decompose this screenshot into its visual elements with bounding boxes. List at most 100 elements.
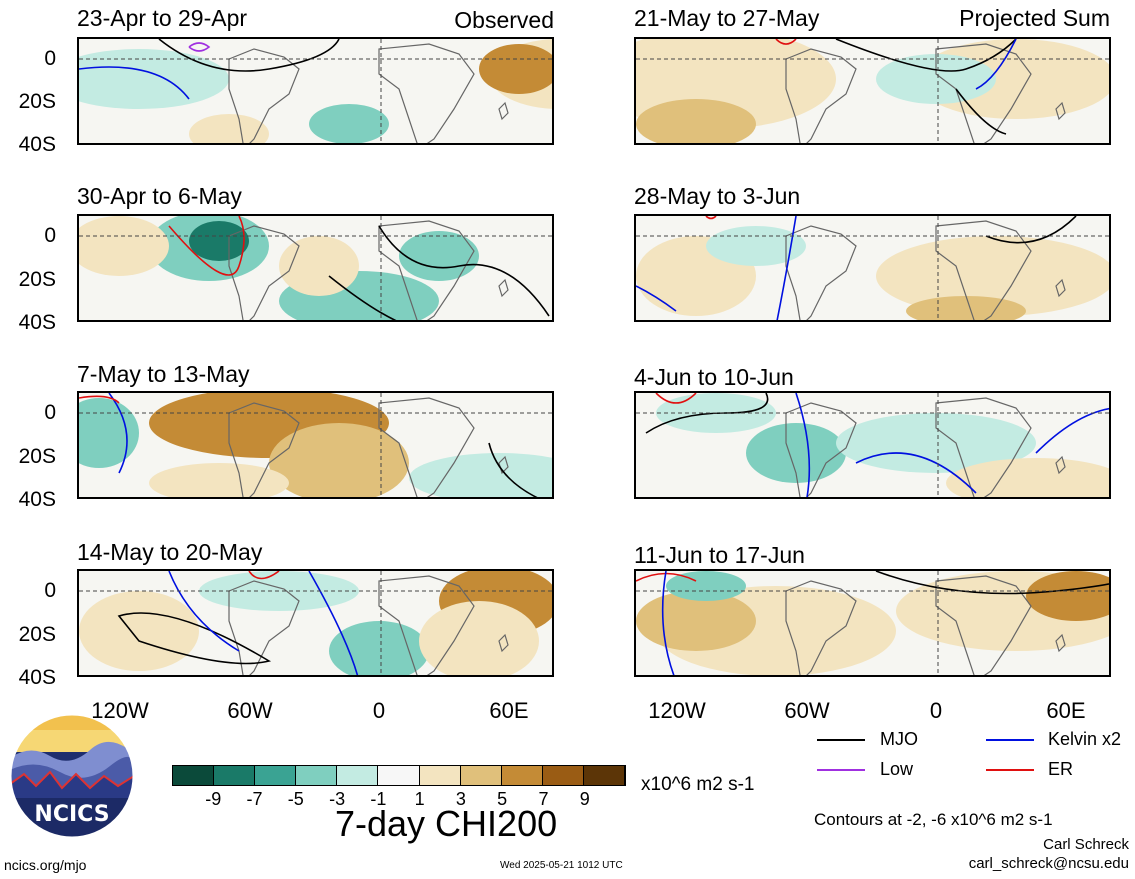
coastline xyxy=(378,220,475,320)
coastline xyxy=(498,278,509,298)
kelvin-legend-label: Kelvin x2 xyxy=(1048,729,1122,749)
coastline xyxy=(935,43,1032,143)
anomaly-region xyxy=(706,226,806,266)
er-legend-label: ER xyxy=(1048,759,1074,779)
contour-line xyxy=(117,612,272,665)
anomaly-region xyxy=(746,423,846,483)
contour-line xyxy=(108,393,128,474)
coastline xyxy=(378,43,475,143)
low-legend-line xyxy=(817,769,865,771)
x-tick-label: 120W xyxy=(91,698,149,723)
colorbar-swatch xyxy=(542,766,584,785)
contour-note: Contours at -2, -6 x10^6 m2 s-1 xyxy=(814,810,1053,829)
contour-line xyxy=(776,216,797,320)
map-panel xyxy=(634,214,1111,322)
coastline xyxy=(935,397,1032,497)
colorbar-tick-label: 9 xyxy=(579,789,590,809)
colorbar-swatch xyxy=(583,766,626,785)
colorbar-tick-label: -9 xyxy=(205,789,222,809)
contour-line xyxy=(835,39,1017,72)
er-legend-line xyxy=(986,769,1034,771)
x-tick-label: 60W xyxy=(227,698,273,723)
coastline xyxy=(1055,455,1066,475)
kelvin-legend-line xyxy=(986,739,1034,741)
contour-line xyxy=(661,571,675,675)
coastline xyxy=(228,48,300,143)
coastline xyxy=(498,101,509,121)
mjo-legend-label: MJO xyxy=(880,729,918,749)
y-tick-label: 20S xyxy=(18,623,56,646)
coastline xyxy=(228,402,300,497)
x-tick-label: 60E xyxy=(489,698,529,723)
coastline xyxy=(1055,633,1066,653)
author-name: Carl Schreck xyxy=(1043,836,1129,853)
y-tick-label: 40S xyxy=(18,666,56,689)
ncics-logo: NCICS xyxy=(10,714,134,838)
colorbar-swatch xyxy=(173,766,215,785)
colorbar-units: x10^6 m2 s-1 xyxy=(641,774,755,795)
contour-line xyxy=(795,393,811,497)
y-tick-label: 0 xyxy=(44,401,56,424)
x-tick-label: 0 xyxy=(372,698,386,723)
anomaly-region xyxy=(906,296,1026,320)
anomaly-region xyxy=(479,44,552,94)
coastline xyxy=(935,220,1032,320)
colorbar-tick-label: -1 xyxy=(370,789,387,809)
anomaly-region xyxy=(409,453,552,497)
contour-line xyxy=(655,393,697,404)
coastline xyxy=(228,580,300,675)
y-tick-label: 0 xyxy=(44,47,56,70)
y-tick-label: 20S xyxy=(18,268,56,291)
colorbar-swatch xyxy=(214,766,256,785)
contour-line xyxy=(168,216,245,276)
coastline xyxy=(1055,278,1066,298)
map-panel xyxy=(634,391,1111,499)
panel-title: 7-May to 13-May xyxy=(77,361,250,387)
colorbar-swatch xyxy=(296,766,338,785)
author-email: carl_schreck@ncsu.edu xyxy=(968,855,1129,872)
panel-title: 28-May to 3-Jun xyxy=(634,183,801,209)
colorbar-swatch xyxy=(378,766,420,785)
colorbar-tick-label: 1 xyxy=(414,789,425,809)
timestamp: Wed 2025-05-21 1012 UTC xyxy=(500,860,623,871)
contour-line xyxy=(705,216,717,220)
panel-title: 14-May to 20-May xyxy=(77,539,263,565)
contour-line xyxy=(168,571,240,652)
colorbar-title: 7-day CHI200 xyxy=(335,803,558,844)
anomaly-region xyxy=(876,236,1109,316)
anomaly-region xyxy=(666,571,746,601)
anomaly-region xyxy=(1026,571,1109,621)
contour-line xyxy=(188,42,211,52)
contour-line xyxy=(855,452,977,494)
colorbar-tick-label: -5 xyxy=(287,789,304,809)
anomaly-region xyxy=(79,591,199,671)
contour-line xyxy=(308,571,359,675)
anomaly-region xyxy=(946,458,1109,497)
anomaly-region xyxy=(189,221,249,261)
map-panel xyxy=(77,214,554,322)
coastline xyxy=(498,633,509,653)
projected-label: Projected Sum xyxy=(959,5,1110,31)
contour-line xyxy=(79,395,120,404)
anomaly-region xyxy=(329,621,429,675)
observed-label: Observed xyxy=(454,7,554,33)
logo-text: NCICS xyxy=(34,802,109,827)
coastline xyxy=(228,225,300,320)
anomaly-region xyxy=(189,114,269,143)
anomaly-region xyxy=(399,231,479,281)
panel-title: 21-May to 27-May xyxy=(634,5,820,31)
colorbar-tick-label: 3 xyxy=(455,789,466,809)
anomaly-region xyxy=(636,99,756,143)
anomaly-region xyxy=(636,591,756,651)
coastline xyxy=(785,225,857,320)
map-panel xyxy=(77,37,554,145)
coastline xyxy=(378,575,475,675)
panel-title: 30-Apr to 6-May xyxy=(77,183,242,209)
panel-title: 11-Jun to 17-Jun xyxy=(634,542,805,568)
anomaly-region xyxy=(309,104,389,143)
panel-title: 4-Jun to 10-Jun xyxy=(634,364,794,390)
anomaly-region xyxy=(199,571,359,611)
source-url: ncics.org/mjo xyxy=(4,857,87,873)
coastline xyxy=(785,580,857,675)
colorbar-tick-label: -7 xyxy=(246,789,263,809)
